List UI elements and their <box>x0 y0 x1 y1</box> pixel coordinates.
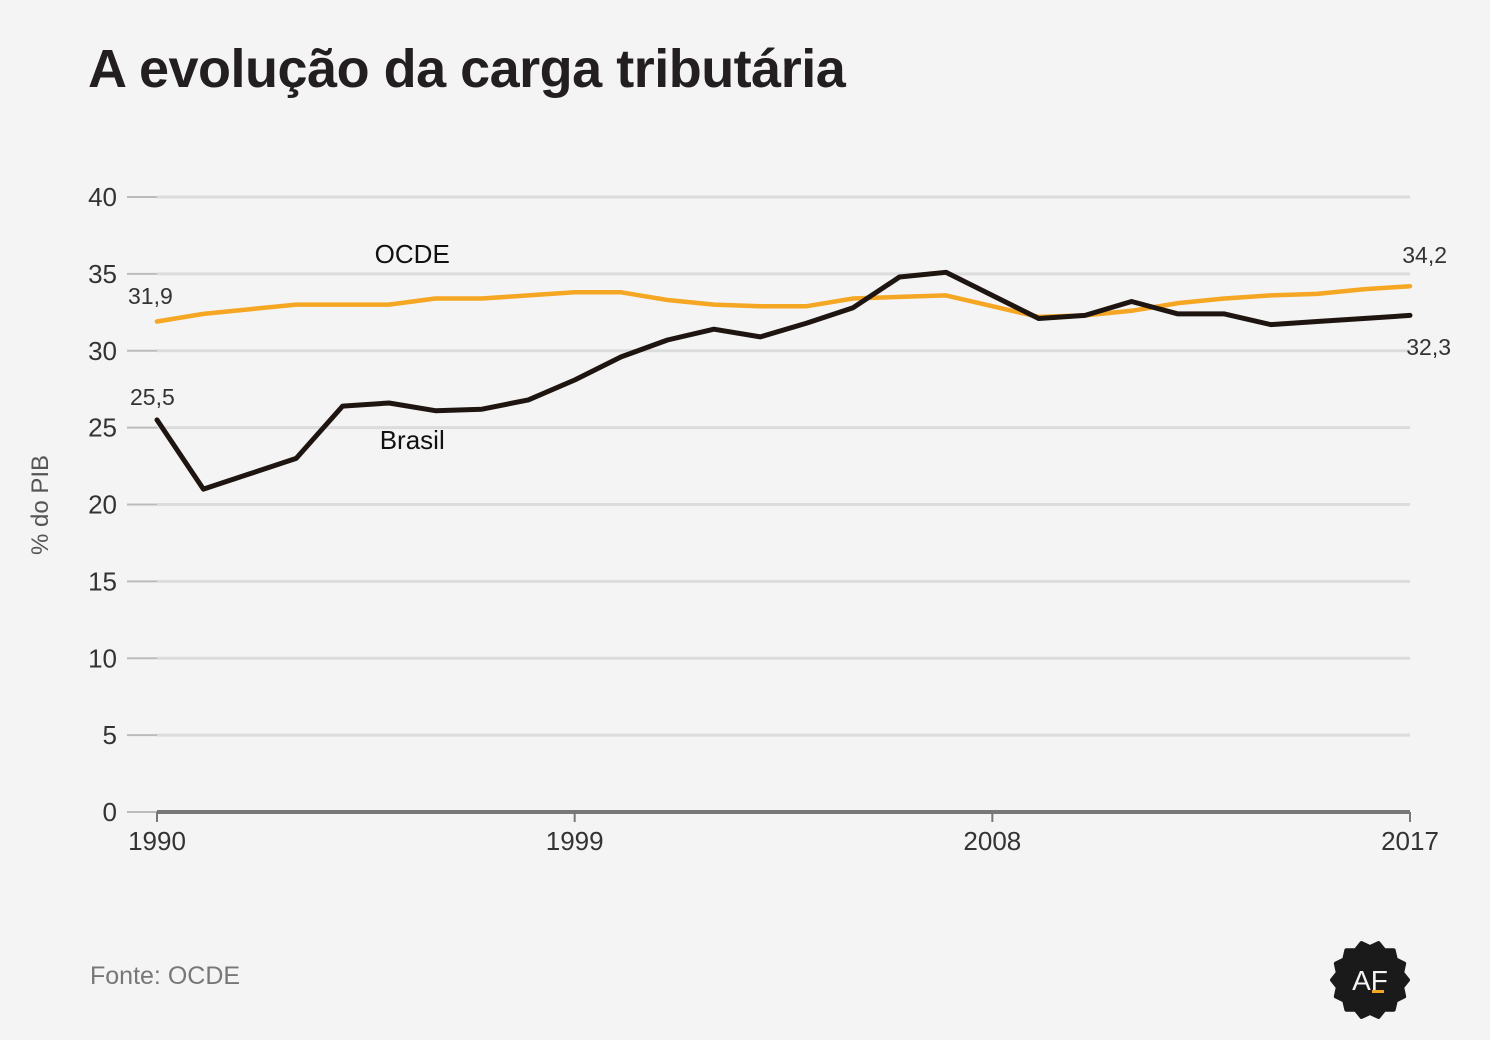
start-value-label: 31,9 <box>128 283 173 309</box>
y-tick-label: 30 <box>88 336 117 366</box>
series-line-brasil <box>154 269 1413 492</box>
grid-lines <box>157 195 1410 737</box>
x-tick-label: 1999 <box>546 826 604 856</box>
series-name-label: OCDE <box>375 239 450 269</box>
y-tick-label: 40 <box>88 182 117 212</box>
chart-title: A evolução da carga tributária <box>88 39 846 99</box>
logo-seal-shape <box>1330 941 1410 1019</box>
end-value-label: 32,3 <box>1406 334 1451 360</box>
series-line-ocde <box>154 283 1413 324</box>
y-tick-label: 0 <box>103 797 117 827</box>
data-labels: OCDE Brasil 31,9 25,5 34,2 32,3 <box>128 239 1451 455</box>
logo-underline <box>1372 990 1384 993</box>
y-tick-label: 25 <box>88 413 117 443</box>
af-seal-logo: AF <box>1330 941 1410 1019</box>
y-tick-label: 5 <box>103 720 117 750</box>
start-value-label: 25,5 <box>130 384 175 410</box>
series-lines <box>154 269 1413 492</box>
x-axis: 1990 1999 2008 2017 <box>128 810 1439 856</box>
y-tick-label: 20 <box>88 490 117 520</box>
x-tick-label: 2017 <box>1381 826 1439 856</box>
y-tick-label: 35 <box>88 259 117 289</box>
end-value-label: 34,2 <box>1402 242 1447 268</box>
source-note: Fonte: OCDE <box>90 962 241 990</box>
y-axis-label: % do PIB <box>27 455 54 555</box>
y-tick-label: 10 <box>88 643 117 673</box>
y-tick-label: 15 <box>88 566 117 596</box>
x-tick-label: 2008 <box>963 826 1021 856</box>
series-name-label: Brasil <box>380 425 445 455</box>
x-tick-label: 1990 <box>128 826 186 856</box>
y-axis-ticks: 0 5 10 15 20 25 30 35 40 <box>88 182 157 827</box>
